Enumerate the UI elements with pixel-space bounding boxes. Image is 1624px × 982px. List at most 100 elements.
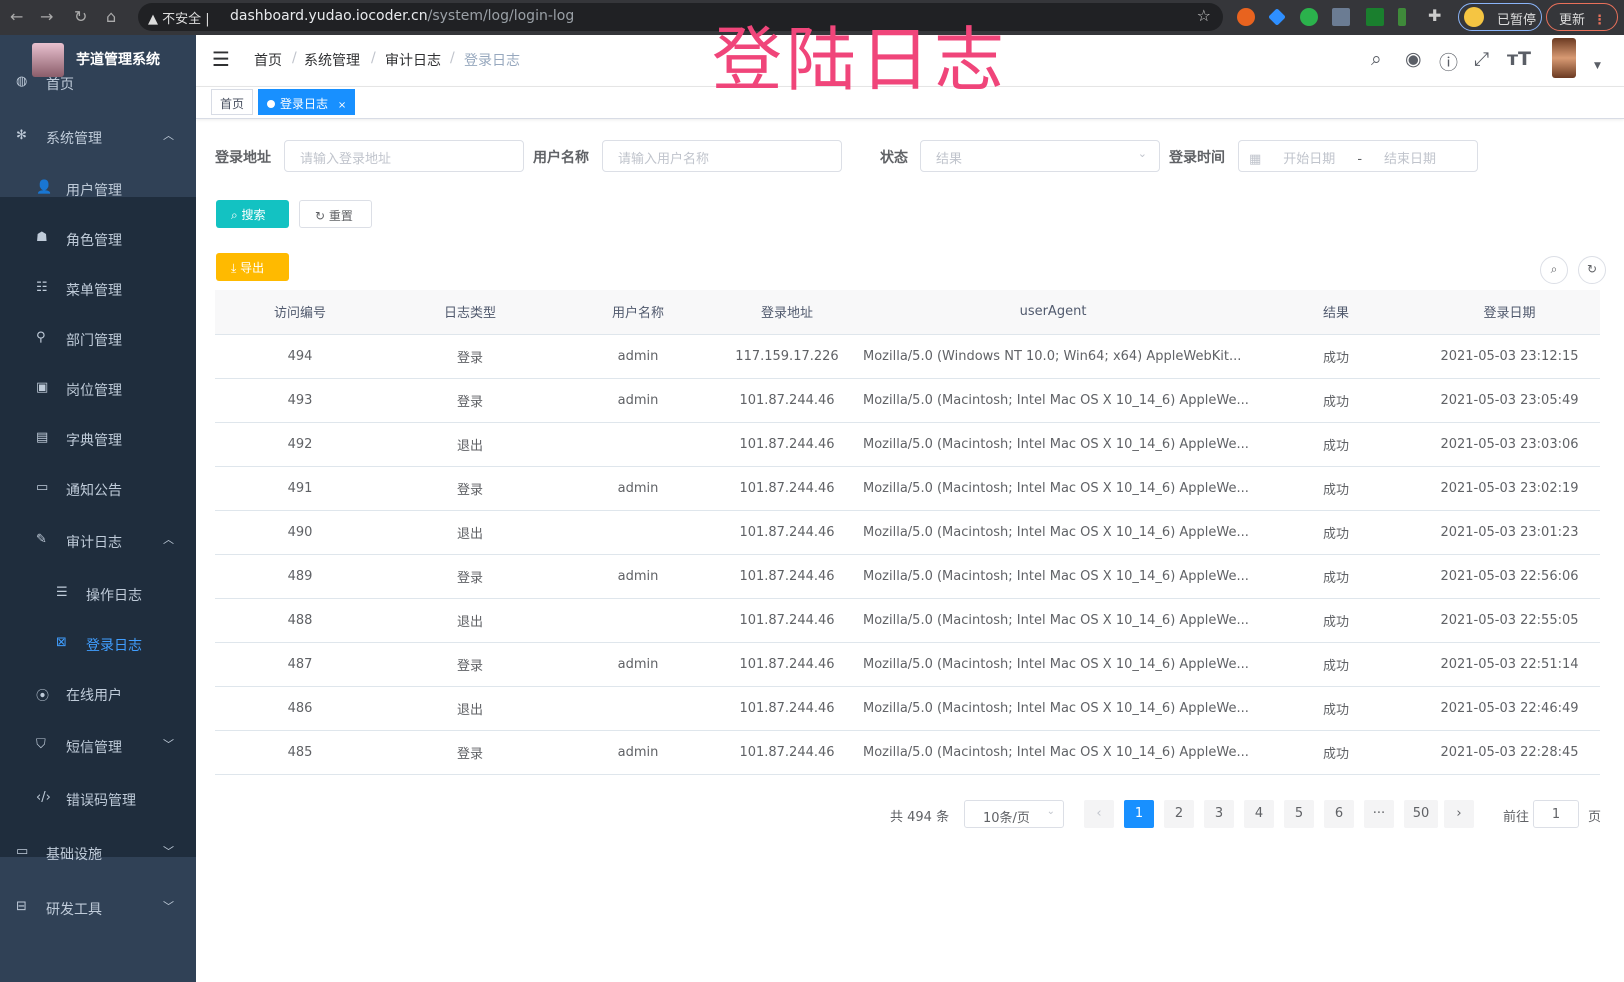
fullscreen-icon[interactable]: ⤢ <box>1474 48 1490 70</box>
table-cell: 登录 <box>385 642 555 687</box>
search-button[interactable]: ⌕ 搜索 <box>216 200 289 228</box>
user-avatar[interactable] <box>1552 38 1576 78</box>
sidebar-item[interactable]: ◍ 首页 <box>0 58 196 108</box>
sidebar-item-label: 短信管理 <box>66 740 122 756</box>
toggle-search-icon[interactable]: ⌕ <box>1540 256 1568 284</box>
caret-down-icon[interactable]: ▼ <box>1594 61 1601 71</box>
more-icon: ⋮ <box>1593 13 1607 28</box>
table-cell: 101.87.244.46 <box>721 598 853 643</box>
table-cell: 成功 <box>1253 686 1419 731</box>
page-button[interactable]: 6 <box>1324 800 1354 828</box>
table-cell: Mozilla/5.0 (Macintosh; Intel Mac OS X 1… <box>853 510 1253 555</box>
tag-login-log[interactable]: 登录日志 × <box>258 89 356 115</box>
table-cell: Mozilla/5.0 (Macintosh; Intel Mac OS X 1… <box>853 598 1253 643</box>
table-row[interactable]: 493 登录 admin 101.87.244.46 Mozilla/5.0 (Maci… <box>215 378 1600 423</box>
home-icon[interactable]: ⌂ <box>106 7 117 26</box>
breadcrumb-item[interactable]: 首页 <box>254 53 282 69</box>
table-cell: 成功 <box>1253 510 1419 555</box>
page-button[interactable]: 5 <box>1284 800 1314 828</box>
sidebar-item-label: 字典管理 <box>66 433 122 449</box>
sidebar-item[interactable]: ✻ 系统管理 ︿ <box>0 112 196 162</box>
breadcrumb-item[interactable]: 审计日志 <box>385 53 441 69</box>
table-row[interactable]: 485 登录 admin 101.87.244.46 Mozilla/5.0 (Maci… <box>215 730 1600 775</box>
username-input[interactable]: 请输入用户名称 <box>602 140 842 172</box>
font-size-icon[interactable]: ᴛT <box>1507 48 1531 70</box>
extension-icon[interactable] <box>1300 8 1318 26</box>
page-button[interactable]: 2 <box>1164 800 1194 828</box>
table-row[interactable]: 488 退出 101.87.244.46 Mozilla/5.0 (Macintosh… <box>215 598 1600 643</box>
export-button[interactable]: ⤓ 导出 <box>216 253 289 281</box>
sidebar-item[interactable]: ⦿ 在线用户 <box>0 669 196 719</box>
table-row[interactable]: 492 退出 101.87.244.46 Mozilla/5.0 (Macintosh… <box>215 422 1600 467</box>
page-size-select[interactable]: 10条/页 ⌄ <box>964 800 1064 828</box>
bookmark-star-icon[interactable]: ☆ <box>1196 6 1211 25</box>
table-row[interactable]: 489 登录 admin 101.87.244.46 Mozilla/5.0 (Maci… <box>215 554 1600 599</box>
refresh-icon[interactable]: ↻ <box>1578 256 1606 284</box>
sidebar-item[interactable]: ▭ 通知公告 <box>0 464 196 514</box>
table-row[interactable]: 486 退出 101.87.244.46 Mozilla/5.0 (Macintosh… <box>215 686 1600 731</box>
search-icon[interactable]: ⌕ <box>1371 48 1382 70</box>
table-cell: 101.87.244.46 <box>721 466 853 511</box>
page-button[interactable]: 4 <box>1244 800 1274 828</box>
table-cell: 487 <box>215 642 385 687</box>
reload-icon[interactable]: ↻ <box>74 7 88 26</box>
prev-page-button[interactable]: ‹ <box>1084 800 1114 828</box>
extension-icon[interactable] <box>1366 8 1384 26</box>
sidebar-item[interactable]: ⊠ 登录日志 <box>0 619 196 669</box>
refresh-icon: ↻ <box>315 209 329 223</box>
navbar: ☰ 首页 / 系统管理 / 审计日志 / 登录日志 ⌕ ◉ ⓘ ⤢ ᴛT ▼ <box>196 35 1624 87</box>
page-button[interactable]: ··· <box>1364 800 1394 828</box>
breadcrumb-item[interactable]: 系统管理 <box>304 53 360 69</box>
extension-icon[interactable] <box>1332 8 1350 26</box>
forward-icon[interactable]: → <box>40 7 54 26</box>
sidebar-item[interactable]: ☗ 角色管理 <box>0 214 196 264</box>
sidebar-item[interactable]: ☷ 菜单管理 <box>0 264 196 314</box>
extension-icon[interactable] <box>1237 8 1255 26</box>
reset-button[interactable]: ↻ 重置 <box>299 200 372 228</box>
tag-home[interactable]: 首页 <box>211 89 254 115</box>
hamburger-icon[interactable]: ☰ <box>212 47 230 71</box>
sidebar-item[interactable]: ☰ 操作日志 <box>0 569 196 619</box>
column-header: 登录地址 <box>721 290 853 335</box>
table-cell: admin <box>555 378 721 423</box>
sidebar-item[interactable]: ▣ 岗位管理 <box>0 364 196 414</box>
table-cell: 485 <box>215 730 385 775</box>
next-page-button[interactable]: › <box>1444 800 1474 828</box>
extension-icon[interactable] <box>1268 8 1286 26</box>
table-row[interactable]: 490 退出 101.87.244.46 Mozilla/5.0 (Macintosh… <box>215 510 1600 555</box>
extension-icon[interactable] <box>1398 8 1406 26</box>
sidebar-item[interactable]: ▤ 字典管理 <box>0 414 196 464</box>
post-icon: ▣ <box>36 380 49 395</box>
table-row[interactable]: 491 登录 admin 101.87.244.46 Mozilla/5.0 (Maci… <box>215 466 1600 511</box>
page-button[interactable]: 3 <box>1204 800 1234 828</box>
sidebar-item[interactable]: ⛉ 短信管理 ﹀ <box>0 721 196 771</box>
goto-page-input[interactable]: 1 <box>1533 800 1579 828</box>
page-button[interactable]: 1 <box>1124 800 1154 828</box>
back-icon[interactable]: ← <box>10 7 24 26</box>
date-range-picker[interactable]: ▦ 开始日期 - 结束日期 <box>1238 140 1478 172</box>
sidebar-item[interactable]: ▭ 基础设施 ﹀ <box>0 828 196 878</box>
profile-paused-button[interactable]: 已暂停 <box>1458 3 1542 31</box>
puzzle-icon[interactable]: ✚ <box>1428 6 1442 25</box>
help-icon[interactable]: ⓘ <box>1439 52 1459 74</box>
github-icon[interactable]: ◉ <box>1405 48 1422 70</box>
table-row[interactable]: 494 登录 admin 117.159.17.226 Mozilla/5.0 (Win… <box>215 334 1600 379</box>
sidebar-item[interactable]: ‹/› 错误码管理 <box>0 774 196 824</box>
sidebar-item[interactable]: ⚲ 部门管理 <box>0 314 196 364</box>
sidebar-item[interactable]: 👤 用户管理 <box>0 164 196 214</box>
status-label: 状态 <box>880 150 908 166</box>
page-button[interactable]: 50 <box>1404 800 1438 828</box>
table-cell: 登录 <box>385 466 555 511</box>
sidebar-item-label: 用户管理 <box>66 183 122 199</box>
sidebar-item[interactable]: ⊟ 研发工具 ﹀ <box>0 883 196 933</box>
url-text: dashboard.yudao.iocoder.cn/system/log/lo… <box>230 8 575 24</box>
column-header: 日志类型 <box>385 290 555 335</box>
sidebar-item[interactable]: ✎ 审计日志 ︿ <box>0 516 196 566</box>
close-icon[interactable]: × <box>337 100 347 111</box>
table-row[interactable]: 487 登录 admin 101.87.244.46 Mozilla/5.0 (Maci… <box>215 642 1600 687</box>
ip-input[interactable]: 请输入登录地址 <box>284 140 524 172</box>
update-button[interactable]: 更新 ⋮ <box>1546 3 1618 31</box>
table-cell: 101.87.244.46 <box>721 686 853 731</box>
status-select[interactable]: 结果 ⌄ <box>920 140 1160 172</box>
address-bar[interactable]: ▲ 不安全 | dashboard.yudao.iocoder.cn/syste… <box>138 3 1223 31</box>
